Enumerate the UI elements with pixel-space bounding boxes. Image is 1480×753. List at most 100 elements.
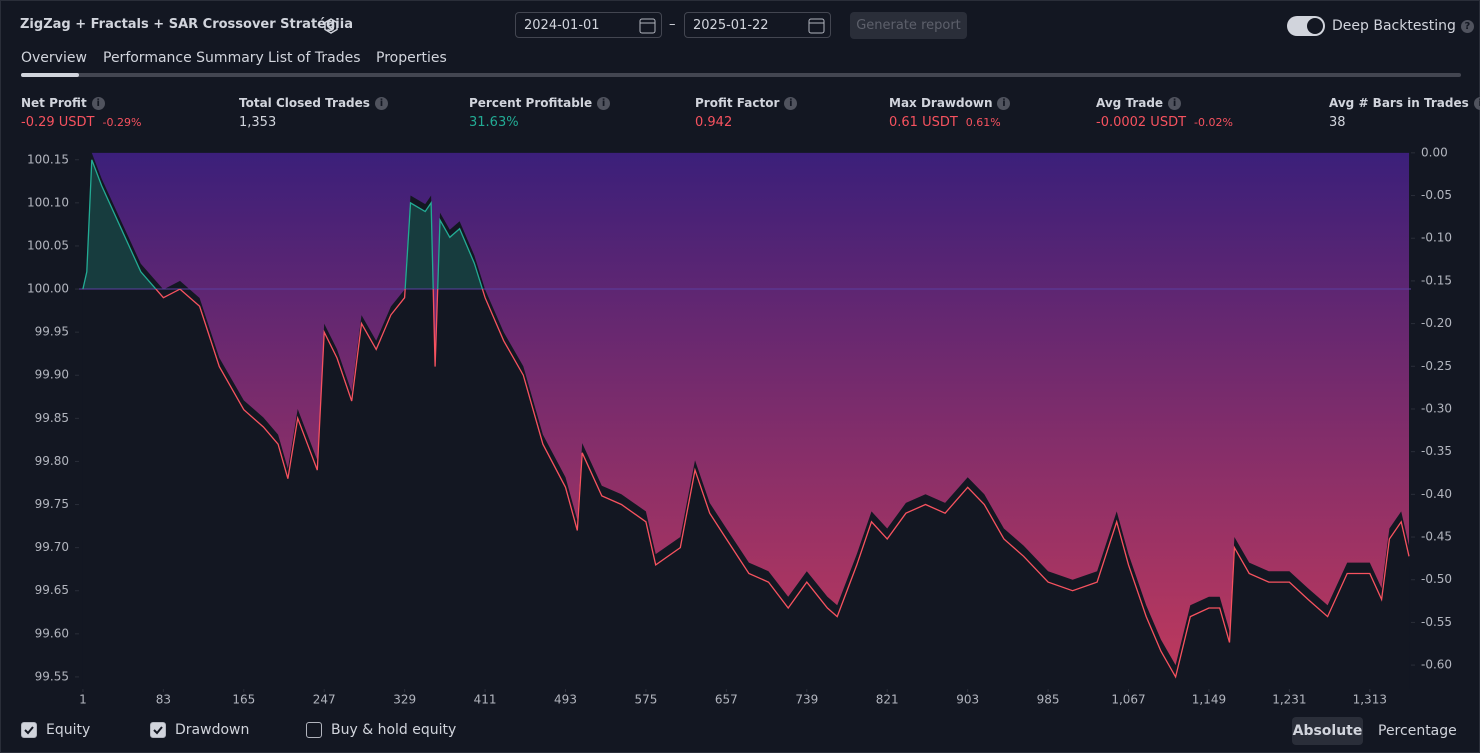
- metric-label-text: Avg # Bars in Trades: [1329, 96, 1469, 110]
- metric-label: Profit Factor i: [695, 96, 798, 110]
- calendar-icon: [639, 18, 656, 34]
- y-tick-label: 99.75: [35, 497, 69, 511]
- equity-chart: 99.55 99.60 99.65 99.70 99.75 99.80 99.85 99.90…: [27, 145, 1452, 707]
- metric-value: 0.942: [695, 115, 732, 130]
- tab-active-indicator: [21, 73, 79, 77]
- y2-tick-label: 0.00: [1421, 145, 1448, 159]
- x-tick-label: 985: [1037, 693, 1060, 707]
- strategy-title: ZigZag + Fractals + SAR Crossover Straté…: [20, 17, 353, 32]
- x-tick-label: 411: [474, 693, 497, 707]
- x-tick-label: 739: [795, 693, 818, 707]
- deep-backtesting-label: Deep Backtesting?: [1332, 18, 1474, 34]
- x-tick-label: 83: [156, 693, 171, 707]
- metric-percent: 0.61%: [965, 116, 1001, 129]
- tab[interactable]: Performance Summary: [103, 50, 264, 66]
- y-tick-label: 99.65: [35, 583, 69, 597]
- mode-button[interactable]: Absolute: [1292, 717, 1363, 745]
- date-separator: –: [669, 17, 676, 32]
- checkbox-label[interactable]: Buy & hold equity: [331, 722, 457, 738]
- metric-value-text: 31.63%: [469, 115, 519, 130]
- y-tick-label: 100.00: [27, 282, 69, 296]
- metric-value: -0.0002 USDT -0.02%: [1096, 115, 1233, 130]
- y-tick-label: 99.60: [35, 626, 69, 640]
- y-tick-label: 100.15: [27, 152, 69, 166]
- x-tick-label: 903: [956, 693, 979, 707]
- x-tick-label: 329: [393, 693, 416, 707]
- date-to-text: 2025-01-22: [693, 18, 769, 33]
- metric-value: 38: [1329, 115, 1346, 130]
- deep-backtesting-toggle[interactable]: [1287, 15, 1325, 37]
- tab[interactable]: Overview: [21, 50, 87, 66]
- x-tick-label: 1,149: [1192, 693, 1226, 707]
- equity-line: [82, 159, 1410, 679]
- date-to[interactable]: 2025-01-22: [684, 12, 831, 38]
- metric-value: 0.61 USDT 0.61%: [889, 115, 1001, 130]
- checkmark: [153, 726, 163, 735]
- metric-value-text: 0.942: [695, 115, 733, 130]
- x-tick-label: 575: [634, 693, 657, 707]
- metric-label: Total Closed Trades i: [239, 96, 388, 110]
- checkbox[interactable]: [150, 722, 166, 738]
- y2-tick-label: -0.15: [1421, 273, 1452, 287]
- tab[interactable]: Properties: [376, 50, 447, 66]
- metric-value: 1,353: [239, 115, 276, 130]
- y-tick-label: 99.90: [35, 368, 69, 382]
- metric-value-text: 1,353: [239, 115, 277, 130]
- y2-tick-label: -0.50: [1421, 572, 1452, 586]
- y-tick-label: 99.85: [35, 411, 69, 425]
- x-tick-label: 493: [554, 693, 577, 707]
- metric-label-text: Avg Trade: [1096, 96, 1164, 110]
- x-tick-label: 165: [232, 693, 255, 707]
- y2-tick-label: -0.60: [1421, 658, 1452, 672]
- checkbox-label[interactable]: Equity: [46, 722, 91, 738]
- y-tick-label: 100.05: [27, 238, 69, 252]
- x-tick-label: 1: [79, 693, 87, 707]
- date-from[interactable]: 2024-01-01: [515, 12, 662, 38]
- metric-value: 31.63%: [469, 115, 519, 130]
- metric-label: Avg Trade i: [1096, 96, 1182, 110]
- metric-value-text: 38: [1329, 115, 1346, 130]
- x-tick-label: 1,231: [1272, 693, 1306, 707]
- metric-label-text: Total Closed Trades: [239, 96, 370, 110]
- y2-tick-label: -0.05: [1421, 188, 1452, 202]
- checkbox[interactable]: [306, 722, 322, 738]
- y-tick-label: 99.80: [35, 454, 69, 468]
- metric-label-text: Max Drawdown: [889, 96, 993, 110]
- y2-tick-label: -0.30: [1421, 401, 1452, 415]
- metric-label-text: Profit Factor: [695, 96, 780, 110]
- metric-percent: -0.02%: [1194, 116, 1233, 129]
- checkmark: [24, 726, 34, 735]
- metric-percent: -0.29%: [102, 116, 142, 129]
- y-tick-label: 99.55: [35, 669, 69, 683]
- metric-value-text: -0.0002 USDT: [1096, 115, 1187, 130]
- y2-tick-label: -0.35: [1421, 444, 1452, 458]
- y2-tick-label: -0.55: [1421, 615, 1452, 629]
- x-tick-label: 657: [715, 693, 738, 707]
- y-tick-label: 99.95: [35, 325, 69, 339]
- metric-value-text: 0.61 USDT: [889, 115, 958, 130]
- checkbox[interactable]: [21, 722, 37, 738]
- equity-under-area: [82, 159, 1410, 690]
- metric-label: Net Profit i: [21, 96, 105, 110]
- metric-value: -0.29 USDT -0.29%: [21, 115, 141, 130]
- x-tick-label: 247: [313, 693, 336, 707]
- tab[interactable]: List of Trades: [268, 50, 361, 66]
- tab-track: [21, 73, 1461, 77]
- checkbox-label[interactable]: Drawdown: [175, 722, 250, 738]
- calendar-icon: [808, 18, 825, 34]
- generate-report-button[interactable]: Generate report: [850, 12, 967, 39]
- y-tick-label: 99.70: [35, 540, 69, 554]
- y2-tick-label: -0.25: [1421, 359, 1452, 373]
- metric-label-text: Percent Profitable: [469, 96, 593, 110]
- x-tick-label: 821: [876, 693, 899, 707]
- deep-backtesting-text: Deep Backtesting: [1332, 18, 1456, 34]
- settings-icon[interactable]: [322, 17, 340, 35]
- y2-tick-label: -0.10: [1421, 231, 1452, 245]
- metric-label: Percent Profitable i: [469, 96, 611, 110]
- y2-tick-label: -0.40: [1421, 487, 1452, 501]
- y2-tick-label: -0.45: [1421, 530, 1452, 544]
- mode-button[interactable]: Percentage: [1378, 723, 1457, 739]
- date-from-text: 2024-01-01: [524, 18, 600, 33]
